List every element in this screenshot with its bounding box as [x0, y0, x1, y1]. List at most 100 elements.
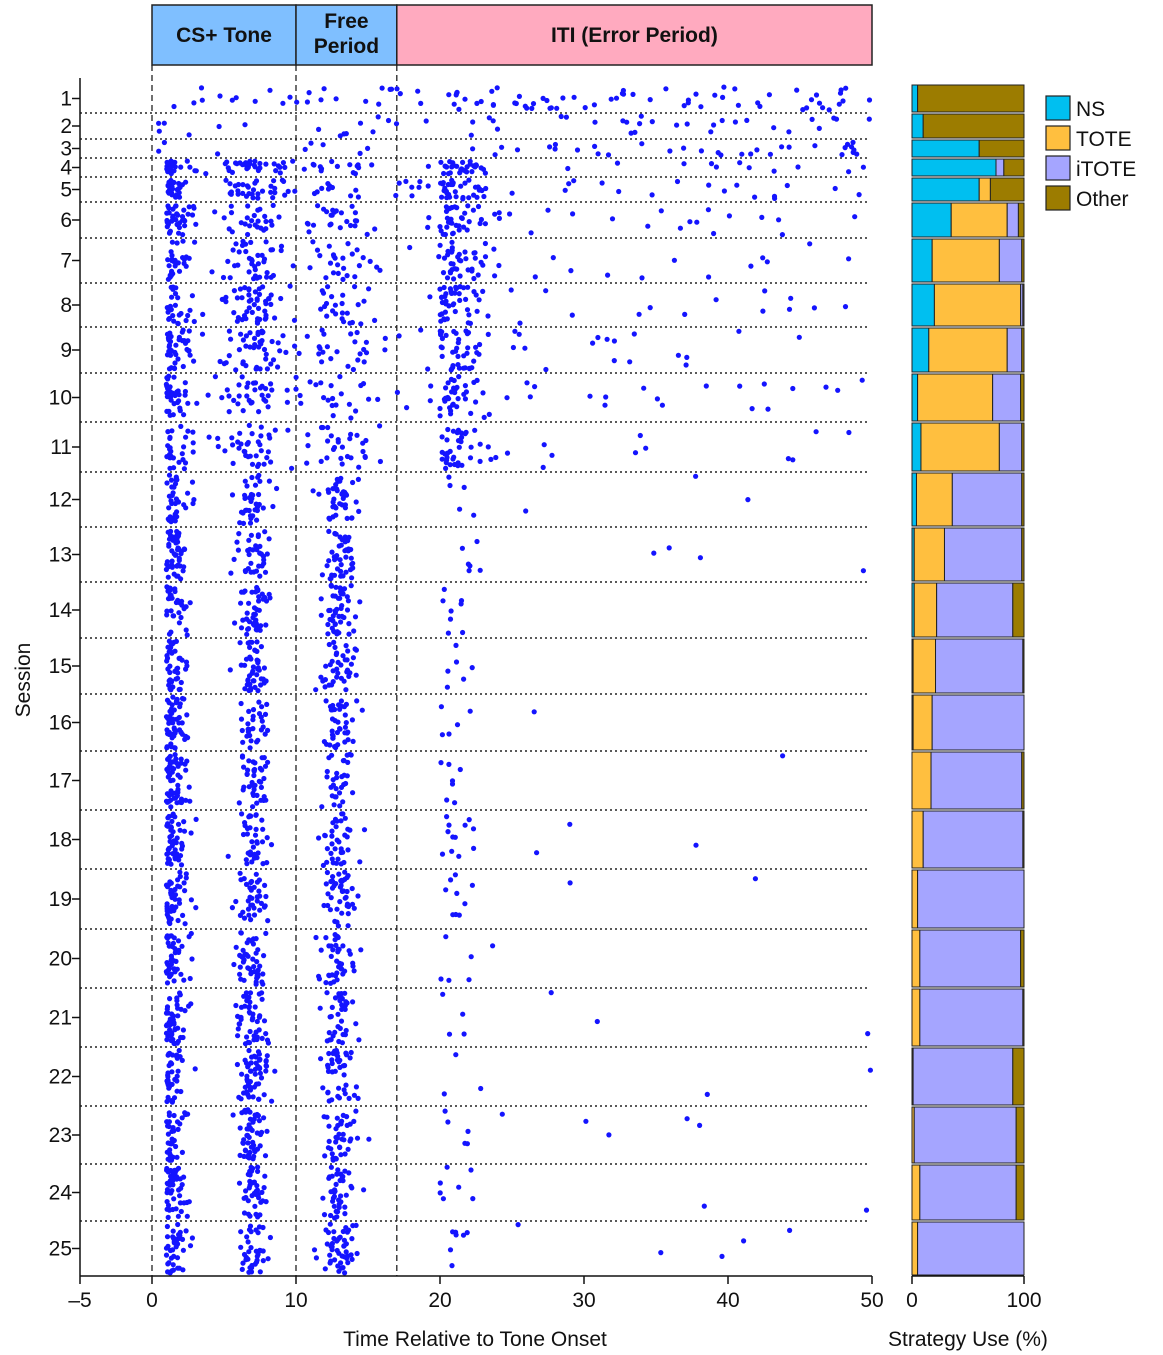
raster-point — [261, 557, 267, 563]
raster-point — [833, 116, 840, 122]
raster-point — [166, 845, 172, 852]
raster-point — [180, 232, 186, 238]
raster-point — [492, 273, 498, 279]
raster-point — [168, 515, 174, 521]
raster-point — [177, 405, 183, 411]
raster-point — [180, 1247, 186, 1253]
raster-point — [532, 274, 538, 280]
raster-point — [345, 598, 351, 604]
raster-point — [167, 435, 173, 441]
raster-point — [332, 644, 338, 651]
raster-point — [471, 275, 477, 282]
raster-point — [249, 461, 256, 467]
raster-point — [474, 308, 480, 314]
raster-point — [250, 1139, 256, 1145]
raster-point — [244, 441, 251, 447]
raster-point — [243, 881, 250, 888]
raster-point — [170, 1247, 176, 1253]
raster-point — [242, 122, 248, 128]
raster-point — [323, 275, 329, 281]
raster-point — [257, 573, 263, 579]
x-tick-label: 40 — [716, 1289, 739, 1312]
raster-point — [455, 340, 461, 346]
raster-point — [165, 429, 171, 435]
raster-point — [168, 972, 174, 978]
raster-point — [254, 296, 260, 302]
raster-point — [348, 1136, 354, 1142]
raster-point — [684, 121, 690, 127]
raster-point — [237, 1152, 243, 1158]
raster-point — [168, 397, 174, 403]
raster-point — [346, 631, 352, 637]
raster-point — [332, 846, 338, 852]
strategy-bar-tote — [913, 582, 938, 638]
raster-point — [333, 1139, 339, 1145]
raster-point — [263, 1031, 269, 1037]
raster-point — [329, 1097, 335, 1103]
raster-point — [620, 118, 626, 124]
raster-point — [226, 353, 232, 359]
raster-point — [459, 545, 465, 551]
raster-point — [165, 189, 171, 195]
raster-point — [297, 392, 303, 399]
raster-point — [336, 790, 343, 796]
raster-x-axis-title: Time Relative to Tone Onset — [343, 1328, 607, 1351]
raster-point — [571, 94, 577, 100]
raster-point — [245, 1256, 251, 1262]
raster-point — [256, 344, 262, 350]
strategy-bar-ns — [911, 158, 997, 177]
raster-point — [167, 229, 173, 235]
raster-point — [257, 543, 263, 550]
raster-point — [752, 876, 759, 882]
raster-point — [347, 827, 353, 833]
raster-point — [335, 437, 341, 443]
raster-point — [329, 1004, 335, 1011]
raster-point — [223, 294, 229, 300]
raster-point — [169, 484, 175, 490]
raster-point — [704, 1091, 710, 1097]
raster-point — [346, 534, 352, 541]
raster-point — [166, 472, 173, 478]
raster-point — [317, 1005, 323, 1011]
raster-point — [427, 398, 433, 404]
raster-point — [867, 1067, 874, 1073]
raster-point — [337, 225, 343, 231]
raster-point — [244, 1073, 250, 1079]
raster-point — [347, 1055, 353, 1061]
raster-point — [779, 144, 785, 150]
raster-point — [165, 1169, 171, 1175]
raster-point — [448, 877, 454, 883]
raster-point — [225, 853, 231, 859]
raster-point — [251, 335, 258, 341]
raster-point — [273, 168, 279, 174]
raster-point — [334, 906, 340, 912]
raster-point — [316, 835, 322, 841]
raster-point — [462, 180, 468, 186]
raster-point — [476, 351, 482, 357]
raster-point — [836, 101, 842, 107]
raster-point — [330, 308, 336, 314]
raster-point — [174, 573, 180, 579]
raster-point — [181, 696, 187, 702]
raster-point — [812, 143, 818, 149]
raster-point — [458, 439, 464, 445]
raster-point — [354, 1135, 361, 1141]
raster-point — [816, 125, 822, 131]
raster-point — [164, 1223, 170, 1230]
raster-point — [169, 1098, 175, 1104]
raster-point — [255, 329, 261, 335]
raster-point — [250, 664, 256, 670]
raster-point — [333, 96, 339, 102]
raster-point — [190, 440, 196, 446]
raster-point — [452, 800, 458, 806]
raster-point — [454, 404, 460, 410]
raster-point — [190, 449, 196, 455]
raster-point — [183, 263, 189, 269]
raster-point — [243, 363, 249, 369]
raster-point — [706, 182, 712, 188]
raster-point — [479, 187, 485, 194]
raster-point — [444, 316, 450, 322]
raster-point — [183, 733, 189, 739]
raster-point — [372, 317, 378, 323]
raster-point — [183, 797, 189, 803]
